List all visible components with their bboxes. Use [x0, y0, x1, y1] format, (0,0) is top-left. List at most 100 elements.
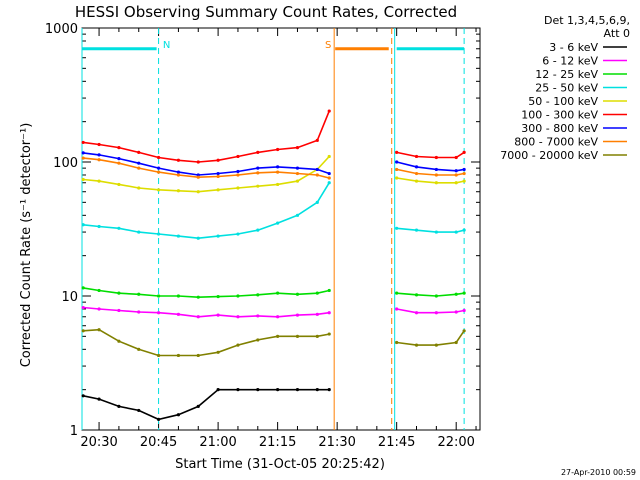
data-point [196, 160, 200, 164]
data-point [414, 154, 419, 159]
data-point [156, 353, 161, 358]
data-point [236, 154, 240, 159]
data-point [454, 340, 458, 345]
data-point [97, 158, 101, 162]
data-point [97, 307, 101, 311]
data-point [156, 232, 161, 236]
data-point [176, 312, 181, 316]
data-point [117, 182, 121, 187]
data-point [315, 312, 319, 316]
data-point [454, 181, 458, 185]
data-point [434, 167, 438, 172]
series-line-5 [83, 110, 465, 163]
legend-entry-8: 7000 - 20000 keV [500, 149, 598, 162]
legend-header-line-1: Det 1,3,4,5,6,9, [544, 14, 630, 27]
data-point [414, 311, 419, 315]
data-point [176, 170, 181, 174]
data-point [295, 334, 300, 338]
data-point [315, 173, 319, 177]
data-point [117, 291, 121, 295]
data-point [216, 294, 220, 299]
data-point [236, 173, 240, 177]
data-point [462, 179, 466, 183]
data-point [137, 292, 141, 296]
data-point [395, 291, 399, 295]
data-point [434, 181, 438, 185]
data-point [216, 388, 220, 392]
data-point [81, 286, 85, 290]
data-point [276, 170, 280, 174]
data-point [236, 294, 240, 298]
data-point [434, 343, 438, 347]
data-point [395, 226, 399, 230]
chart-title: HESSI Observing Summary Count Rates, Cor… [75, 3, 457, 21]
legend-entry-6: 300 - 800 keV [521, 122, 598, 135]
data-point [236, 232, 240, 236]
data-point [295, 313, 300, 317]
data-point [176, 173, 181, 177]
data-point [137, 166, 141, 170]
data-point [256, 338, 260, 342]
plot-frame [81, 27, 481, 431]
legend-entry-0: 3 - 6 keV [549, 41, 598, 54]
data-point [295, 292, 300, 296]
data-point [276, 182, 280, 187]
data-point [81, 156, 85, 160]
data-point [196, 295, 200, 299]
data-point [276, 291, 280, 295]
data-point [137, 150, 141, 154]
data-point [137, 347, 141, 351]
y-tick-label: 1 [70, 424, 78, 439]
data-point [196, 315, 200, 319]
data-point [81, 305, 85, 310]
data-point [216, 313, 220, 317]
data-point [81, 223, 85, 227]
data-point [327, 288, 331, 293]
data-point [454, 169, 458, 173]
data-point [454, 155, 458, 160]
data-point [156, 188, 161, 192]
data-point [176, 413, 181, 417]
data-point [137, 186, 141, 190]
data-point [462, 167, 466, 172]
data-point [216, 350, 220, 354]
data-point [81, 394, 85, 398]
series-line-1 [83, 306, 465, 318]
data-point [236, 169, 240, 174]
data-point [414, 228, 419, 232]
data-point [117, 157, 121, 161]
data-point [454, 173, 458, 177]
legend-entry-7: 800 - 7000 keV [514, 136, 598, 149]
data-point [256, 150, 260, 154]
data-point [156, 155, 161, 160]
data-point [414, 179, 419, 183]
data-point [81, 151, 85, 155]
data-point [327, 181, 331, 185]
x-tick-label: 21:30 [318, 435, 355, 450]
data-point [97, 224, 101, 229]
data-point [414, 343, 419, 347]
data-point [276, 388, 280, 392]
data-point [156, 170, 161, 174]
data-point [434, 294, 438, 298]
data-point [414, 165, 419, 169]
data-point [81, 329, 85, 333]
footer-date: 27-Apr-2010 00:59 [561, 468, 636, 477]
data-point [414, 293, 419, 297]
data-point [462, 171, 466, 176]
data-point [256, 293, 260, 297]
data-point [97, 397, 101, 401]
flag-label-1: S [325, 40, 331, 51]
x-tick-label: 20:30 [80, 435, 117, 450]
data-point [395, 176, 399, 180]
data-point [454, 230, 458, 234]
data-point [196, 190, 200, 194]
data-point [196, 173, 200, 177]
data-point [327, 176, 331, 180]
data-point [216, 234, 220, 238]
data-point [295, 171, 300, 176]
data-point [137, 230, 141, 234]
data-point [196, 236, 200, 240]
legend-entry-3: 25 - 50 keV [535, 82, 598, 95]
plot-area: 1 10 100 1000 20:30 20:45 21:00 21:15 21:30 21:45… [45, 22, 481, 450]
